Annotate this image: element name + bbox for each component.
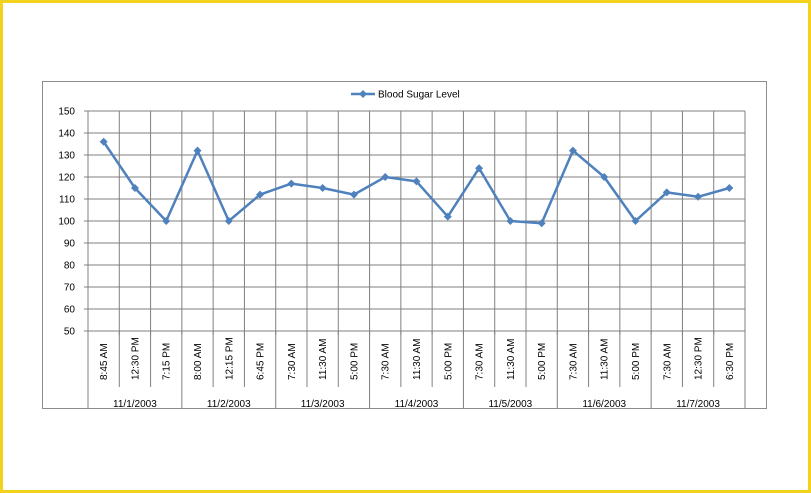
data-point	[193, 146, 202, 155]
data-point	[381, 173, 390, 181]
data-point	[475, 164, 484, 173]
y-tick-label: 130	[58, 151, 75, 162]
data-point	[568, 146, 577, 155]
legend-label: Blood Sugar Level	[378, 90, 460, 101]
x-date-label: 11/4/2003	[395, 399, 439, 408]
x-time-label: 5:00 PM	[631, 343, 642, 380]
y-tick-label: 90	[64, 239, 76, 250]
data-point	[162, 217, 171, 225]
data-point	[287, 179, 296, 188]
x-time-label: 8:00 AM	[193, 343, 204, 380]
y-tick-label: 60	[64, 305, 76, 316]
data-point	[349, 190, 358, 199]
x-date-label: 11/6/2003	[582, 399, 626, 408]
x-time-label: 12:30 PM	[130, 337, 141, 380]
blood-sugar-line-chart: 50 60 70 80 90 100 110 120 130 140 150 8:45 AM 12:30…	[58, 90, 746, 408]
data-point	[318, 184, 327, 192]
y-tick-label: 150	[58, 107, 75, 118]
data-point	[224, 217, 233, 225]
x-time-label: 7:30 AM	[475, 343, 486, 380]
x-time-label: 7:30 AM	[381, 343, 392, 380]
y-tick-label: 140	[58, 129, 75, 140]
data-point	[443, 212, 452, 221]
x-time-label: 7:30 AM	[287, 343, 298, 380]
x-date-label: 11/5/2003	[488, 399, 532, 408]
x-date-label: 11/2/2003	[207, 399, 251, 408]
y-tick-label: 110	[59, 195, 75, 206]
x-time-label: 12:15 PM	[224, 337, 235, 380]
data-point	[506, 217, 515, 225]
x-time-label: 11:30 AM	[318, 338, 329, 380]
data-point	[725, 184, 734, 192]
y-tick-label: 120	[58, 173, 75, 184]
data-point	[412, 177, 421, 186]
x-time-label: 6:30 PM	[725, 343, 736, 380]
x-time-label: 8:45 AM	[99, 343, 110, 380]
data-point	[631, 217, 640, 225]
y-tick-label: 70	[64, 283, 76, 294]
x-time-label: 7:30 AM	[568, 343, 579, 380]
x-time-label: 7:30 AM	[662, 343, 673, 380]
x-time-label: 11:30 AM	[506, 338, 517, 380]
x-date-label: 11/7/2003	[676, 399, 720, 408]
data-point	[99, 137, 108, 146]
y-tick-label: 100	[58, 217, 75, 228]
y-tick-label: 80	[64, 261, 76, 272]
x-time-label: 5:00 PM	[349, 343, 360, 380]
x-date-label: 11/1/2003	[113, 399, 157, 408]
x-time-label: 11:30 AM	[412, 338, 423, 380]
x-time-label: 5:00 PM	[537, 343, 548, 380]
y-tick-label: 50	[64, 327, 76, 338]
x-date-label: 11/3/2003	[301, 399, 345, 408]
data-point	[537, 219, 546, 228]
data-point	[662, 188, 671, 197]
data-point	[256, 190, 265, 199]
x-time-label: 6:45 PM	[256, 343, 267, 380]
data-point	[130, 184, 139, 192]
legend-marker	[359, 90, 367, 98]
x-time-label: 7:15 PM	[162, 343, 173, 380]
data-point	[600, 173, 609, 181]
x-time-label: 5:00 PM	[443, 343, 454, 380]
x-time-label: 11:30 AM	[600, 338, 611, 380]
chart-area: 50 60 70 80 90 100 110 120 130 140 150 8:45 AM 12:30…	[42, 81, 767, 409]
data-point	[694, 192, 703, 201]
x-time-label: 12:30 PM	[694, 337, 705, 380]
